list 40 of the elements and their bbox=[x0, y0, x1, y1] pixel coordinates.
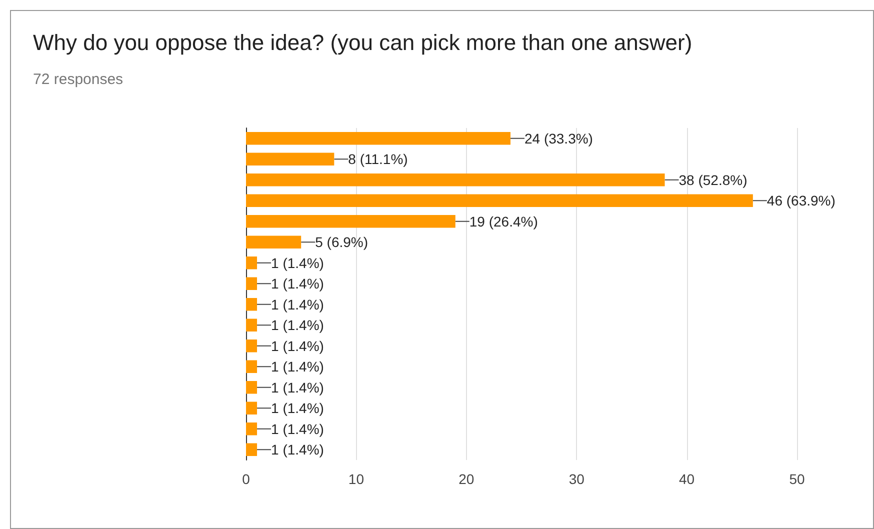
bar bbox=[246, 214, 456, 228]
data-label: 1 (1.4%) bbox=[271, 400, 324, 416]
data-label: 1 (1.4%) bbox=[271, 296, 324, 312]
data-label: 19 (26.4%) bbox=[469, 213, 538, 230]
bar bbox=[246, 339, 258, 352]
bar bbox=[246, 402, 258, 415]
bar bbox=[246, 277, 258, 290]
bar bbox=[246, 443, 258, 456]
data-label: 1 (1.4%) bbox=[271, 338, 324, 354]
data-label: 24 (33.3%) bbox=[524, 130, 593, 146]
x-tick-label: 20 bbox=[458, 471, 474, 487]
chart-title: Why do you oppose the idea? (you can pick more than one answer) bbox=[33, 30, 692, 56]
data-label: 46 (63.9%) bbox=[766, 192, 836, 209]
bar bbox=[246, 380, 258, 394]
bar bbox=[246, 194, 753, 208]
bar bbox=[246, 256, 258, 270]
data-label: 1 (1.4%) bbox=[271, 442, 324, 458]
bar bbox=[246, 236, 302, 249]
data-label: 5 (6.9%) bbox=[315, 234, 368, 250]
text: 72 responses bbox=[33, 71, 124, 88]
bar bbox=[246, 318, 258, 332]
data-label: 38 (52.8%) bbox=[678, 172, 748, 188]
bar bbox=[246, 132, 510, 145]
x-tick-label: 30 bbox=[568, 471, 585, 487]
data-label: 1 (1.4%) bbox=[271, 317, 324, 334]
bar bbox=[246, 422, 258, 436]
x-tick-label: 40 bbox=[679, 471, 695, 487]
x-tick-label: 10 bbox=[348, 471, 364, 487]
bar bbox=[246, 152, 334, 166]
data-label: 1 (1.4%) bbox=[271, 379, 324, 396]
x-tick-label: 0 bbox=[242, 471, 250, 487]
data-label: 1 (1.4%) bbox=[271, 420, 324, 437]
x-tick-label: 50 bbox=[789, 471, 805, 487]
data-label: 1 (1.4%) bbox=[271, 358, 324, 375]
data-label: 8 (11.1%) bbox=[348, 151, 408, 168]
bar bbox=[246, 173, 665, 186]
bar bbox=[246, 298, 258, 311]
data-label: 1 (1.4%) bbox=[271, 276, 324, 292]
data-label: 1 (1.4%) bbox=[271, 254, 324, 271]
bar bbox=[246, 360, 258, 374]
